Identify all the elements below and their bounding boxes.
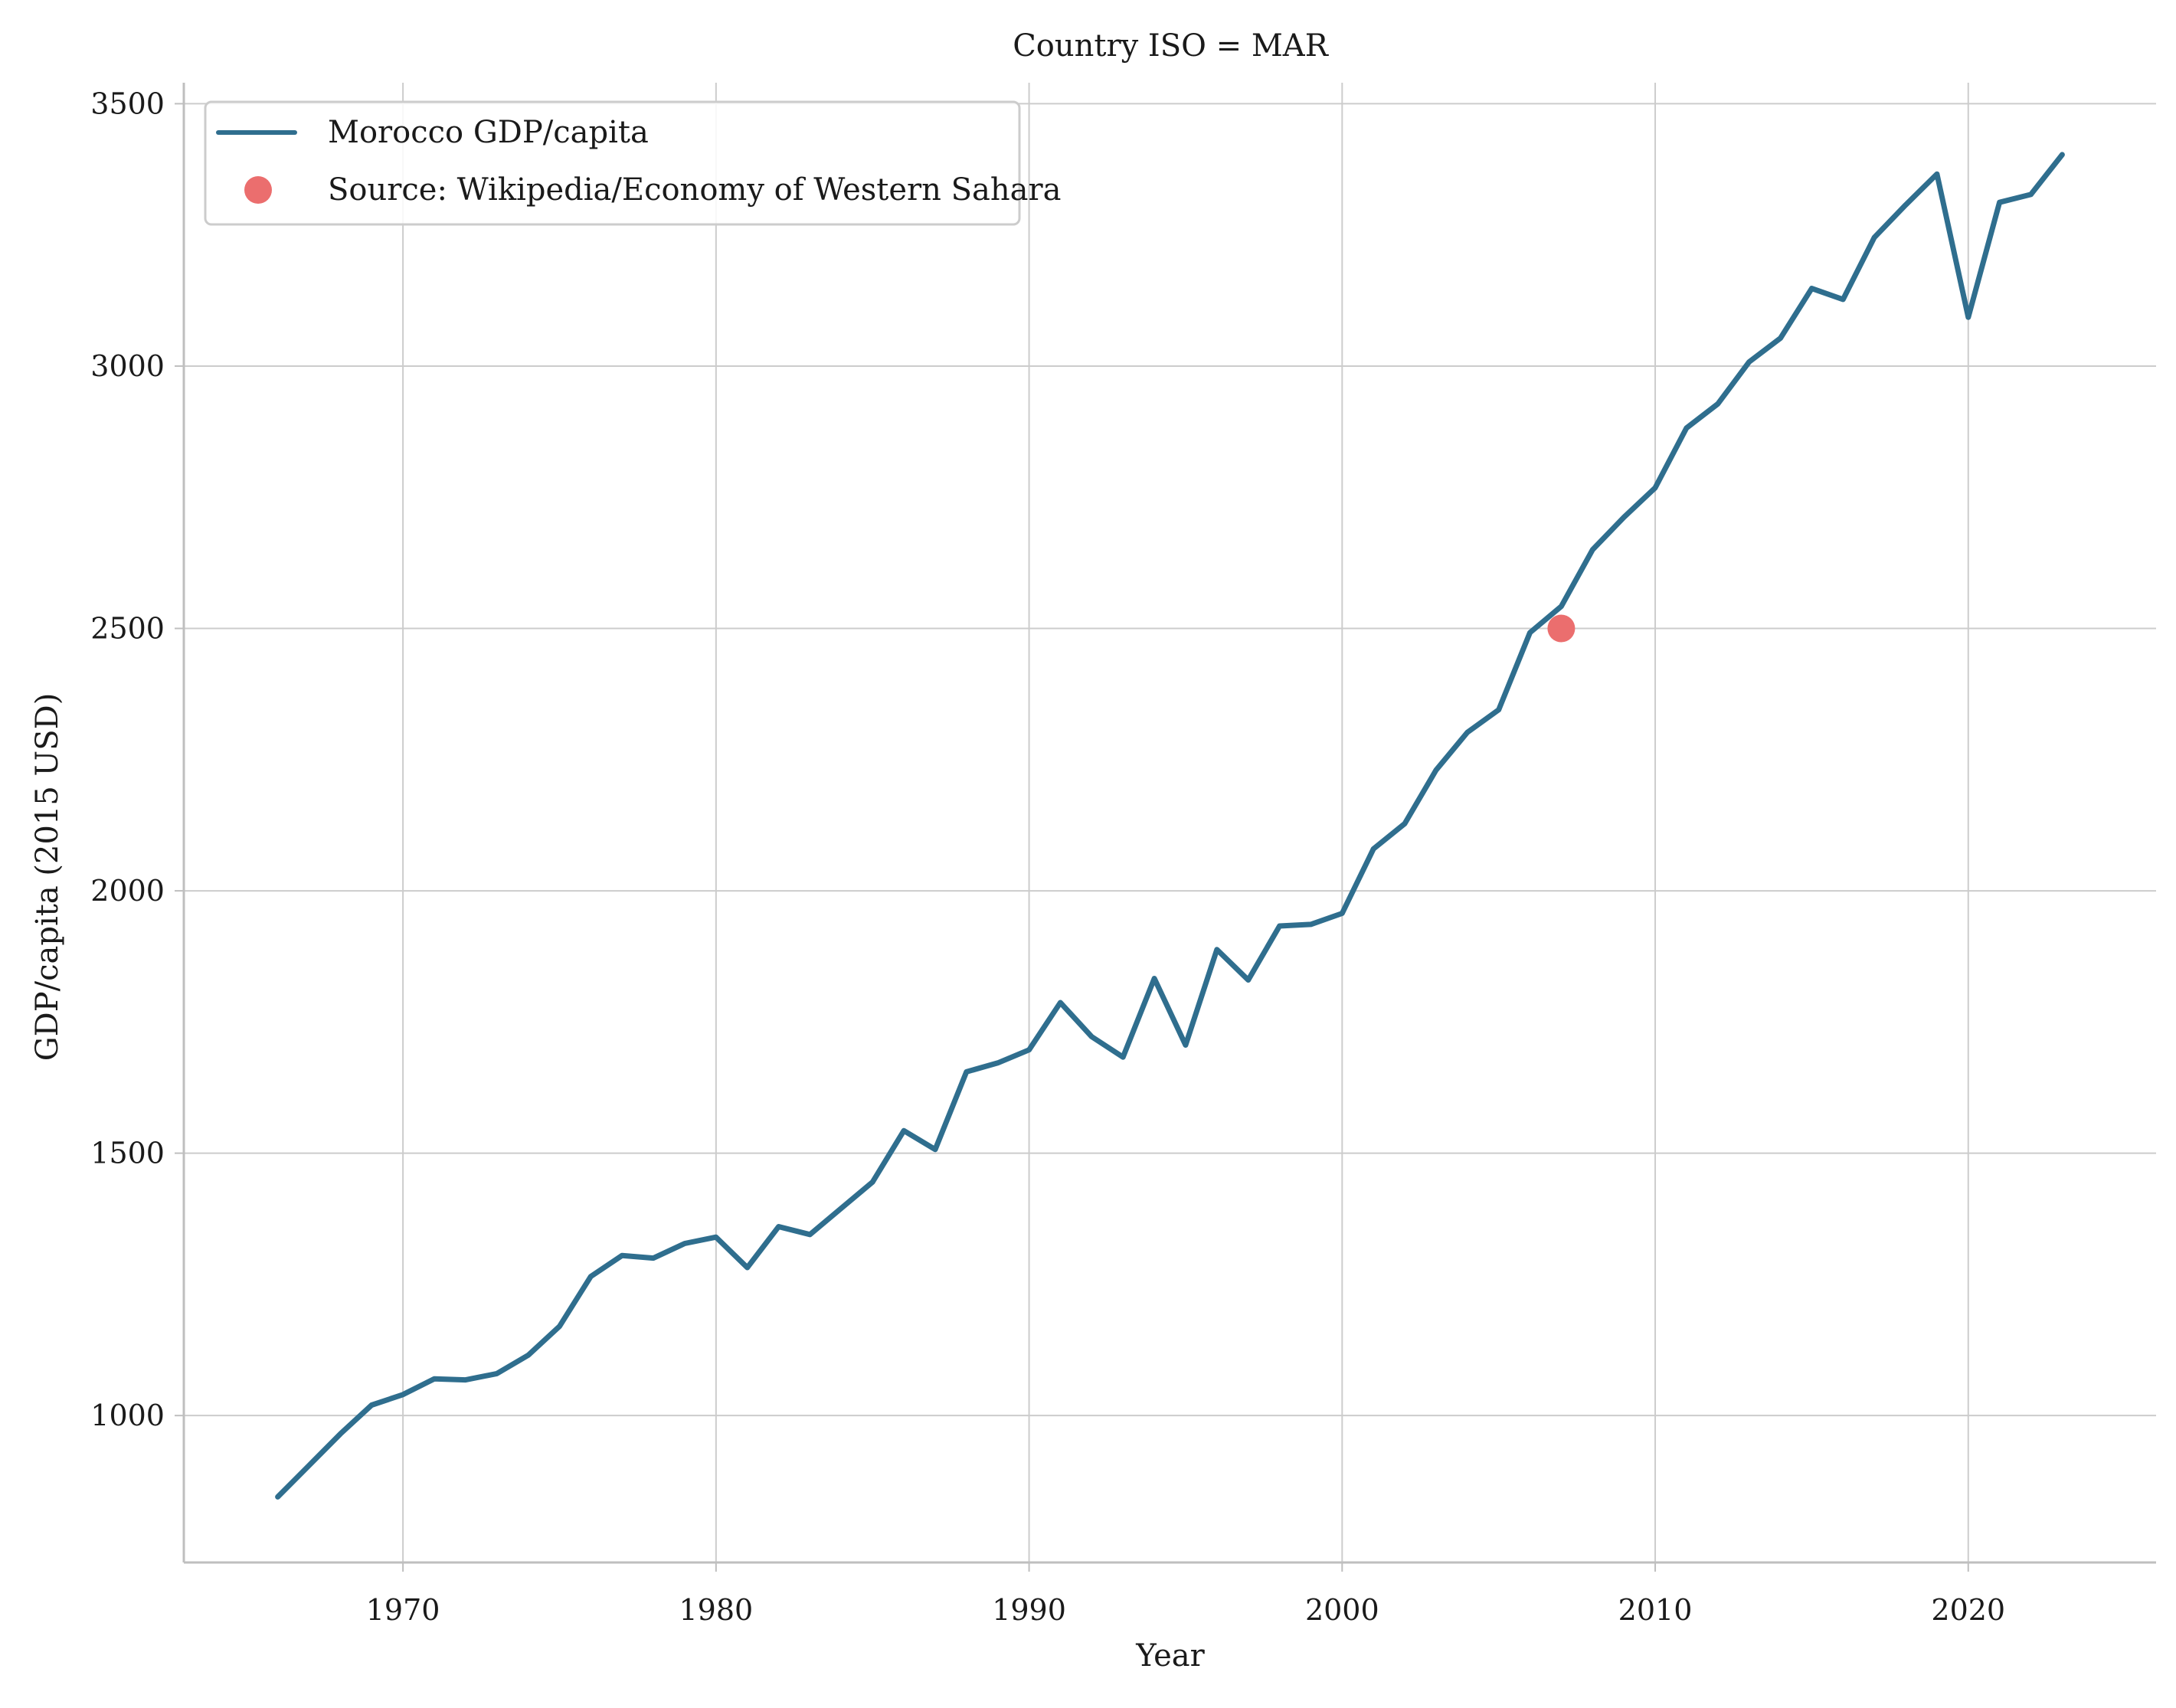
legend-box xyxy=(204,100,1021,226)
x-tick-label: 1970 xyxy=(366,1593,440,1627)
legend-label-series: Morocco GDP/capita xyxy=(328,115,649,150)
y-axis-label: GDP/capita (2015 USD) xyxy=(30,693,65,1062)
x-axis-label: Year xyxy=(1135,1638,1205,1674)
x-tick-label: 1980 xyxy=(679,1593,753,1627)
tick-labels: 1970 1980 1990 2000 2010 2020 1000 1500 2000 2500… xyxy=(90,87,2005,1627)
series-layer xyxy=(275,152,2065,1500)
legend-point-swatch xyxy=(244,176,272,204)
axes-spines xyxy=(182,83,2156,1564)
grid-layer xyxy=(184,83,2156,1562)
y-tick-label: 1000 xyxy=(90,1399,165,1432)
chart-title: Country ISO = MAR xyxy=(1013,28,1330,64)
series-line xyxy=(275,152,2065,1500)
y-tick-label: 1500 xyxy=(90,1137,165,1170)
x-tick-label: 2020 xyxy=(1931,1593,2005,1627)
y-tick-label: 2500 xyxy=(90,612,165,646)
x-tick-label: 2000 xyxy=(1305,1593,1379,1627)
source-point xyxy=(1547,614,1576,643)
x-tick-label: 1990 xyxy=(992,1593,1066,1627)
y-tick-label: 2000 xyxy=(90,874,165,908)
y-tick-label: 3500 xyxy=(90,87,165,120)
x-tick-label: 2010 xyxy=(1618,1593,1693,1627)
legend: Morocco GDP/capita Source: Wikipedia/Eco… xyxy=(204,100,1061,226)
y-tick-label: 3000 xyxy=(90,349,165,383)
point-layer xyxy=(1547,614,1576,643)
legend-label-source: Source: Wikipedia/Economy of Western Sah… xyxy=(328,172,1061,208)
